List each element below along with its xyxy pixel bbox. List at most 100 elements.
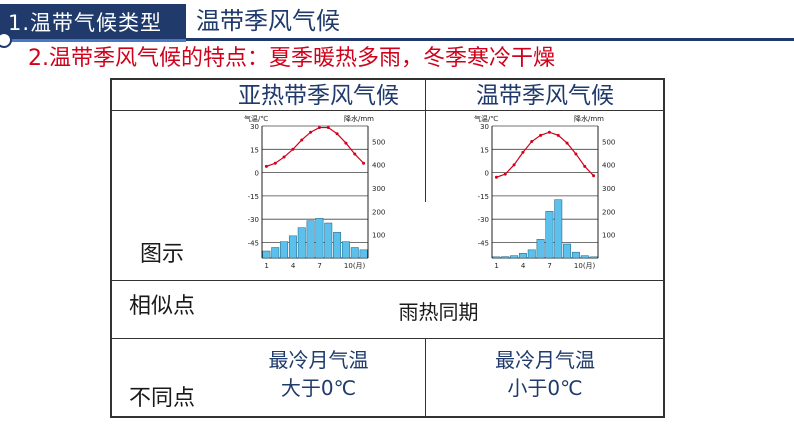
temperature-point bbox=[326, 126, 330, 130]
temperature-point bbox=[344, 141, 348, 145]
precip-bar bbox=[297, 227, 306, 259]
precip-bar bbox=[359, 249, 368, 259]
key-point: 2.温带季风气候的特点：夏季暖热多雨，冬季寒冷干燥 bbox=[28, 46, 555, 71]
x-tick-label: 1 bbox=[264, 262, 268, 270]
temperature-point bbox=[264, 164, 268, 168]
y-axis-label: 气温/℃ bbox=[474, 114, 498, 123]
precip-bar bbox=[280, 241, 289, 259]
precip-bar bbox=[324, 222, 333, 259]
y2-axis-label: 降水/mm bbox=[574, 114, 604, 123]
diff-left: 最冷月气温 大于0℃ bbox=[212, 346, 425, 402]
temperature-point bbox=[309, 130, 313, 134]
y2-tick-label: 300 bbox=[372, 185, 385, 193]
temperature-point bbox=[539, 133, 543, 137]
table-rule bbox=[112, 110, 663, 111]
table-rule bbox=[425, 338, 426, 418]
temperature-line bbox=[266, 126, 365, 167]
temperature-point bbox=[317, 126, 321, 130]
x-tick-label: 1 bbox=[494, 262, 498, 270]
temperature-point bbox=[300, 138, 304, 142]
temperature-point bbox=[362, 161, 366, 165]
diff-right-line1: 最冷月气温 bbox=[495, 348, 595, 372]
y-tick-label: 30 bbox=[250, 123, 259, 131]
precip-bar bbox=[262, 250, 271, 259]
y2-tick-label: 200 bbox=[602, 208, 615, 216]
x-tick-label: 7 bbox=[547, 262, 551, 270]
y-tick-label: 0 bbox=[255, 170, 259, 178]
precip-bar bbox=[545, 211, 554, 259]
precip-bar bbox=[571, 251, 580, 259]
precip-bar bbox=[589, 256, 598, 259]
y2-tick-label: 300 bbox=[602, 185, 615, 193]
x-tick-label: 4 bbox=[521, 262, 526, 270]
y2-tick-label: 500 bbox=[372, 138, 385, 146]
precip-bar bbox=[333, 232, 342, 259]
diff-left-line1: 最冷月气温 bbox=[268, 348, 369, 372]
precip-bar bbox=[341, 241, 350, 259]
temperature-point bbox=[282, 155, 286, 159]
y-tick-label: -30 bbox=[248, 216, 259, 224]
temperature-point bbox=[494, 175, 498, 179]
precip-bar bbox=[350, 247, 359, 259]
y-tick-label: -30 bbox=[478, 216, 489, 224]
temperature-point bbox=[592, 174, 596, 178]
temperature-point bbox=[353, 152, 357, 156]
y-tick-label: -45 bbox=[478, 239, 489, 247]
precip-bar bbox=[536, 239, 545, 259]
table-rule bbox=[112, 338, 663, 339]
x-tick-label: 7 bbox=[317, 262, 321, 270]
precip-bar bbox=[315, 218, 324, 259]
header-rule bbox=[186, 38, 794, 41]
x-tick-label: 10(月) bbox=[344, 262, 366, 270]
y2-tick-label: 400 bbox=[602, 162, 615, 170]
row-label-similar: 相似点 bbox=[128, 294, 195, 319]
y-axis-label: 气温/℃ bbox=[244, 114, 268, 123]
col-head-temperate: 温带季风气候 bbox=[476, 83, 614, 109]
col-head-subtropical: 亚热带季风气候 bbox=[238, 83, 399, 109]
y2-tick-label: 500 bbox=[602, 138, 615, 146]
temperature-point bbox=[503, 172, 507, 176]
precip-bar bbox=[492, 256, 501, 259]
temperature-point bbox=[547, 130, 551, 134]
chart-background bbox=[470, 112, 620, 274]
y-tick-label: -45 bbox=[248, 239, 259, 247]
y2-tick-label: 100 bbox=[372, 232, 385, 240]
temperature-line bbox=[496, 131, 595, 178]
page-title: 温带季风气候 bbox=[196, 7, 340, 35]
y2-tick-label: 400 bbox=[372, 162, 385, 170]
precip-bar bbox=[271, 247, 280, 259]
climate-chart-subtropical: 30 15 0 -15 -30 -45 500 400 300 200 100 气温/℃ 降水/mm 1 4… bbox=[240, 112, 390, 274]
precip-bar bbox=[554, 199, 563, 259]
ring-icon bbox=[0, 32, 12, 48]
precip-bar bbox=[563, 243, 572, 259]
precip-bar bbox=[527, 249, 536, 259]
y2-axis-label: 降水/mm bbox=[344, 114, 374, 123]
temperature-point bbox=[565, 141, 569, 145]
comparison-table bbox=[110, 78, 665, 418]
y-tick-label: -15 bbox=[248, 193, 259, 201]
precip-bar bbox=[580, 255, 589, 259]
diff-right-line2: 小于0℃ bbox=[507, 376, 583, 400]
precip-bar bbox=[501, 256, 510, 259]
precip-bar bbox=[306, 220, 315, 259]
climate-chart-temperate: 30 15 0 -15 -30 -45 500 400 300 200 100 气温/℃ 降水/mm 1 4… bbox=[470, 112, 620, 274]
temperature-point bbox=[521, 150, 525, 154]
y-tick-label: 0 bbox=[485, 170, 489, 178]
y-tick-label: 15 bbox=[480, 146, 489, 154]
y2-tick-label: 100 bbox=[602, 232, 615, 240]
temperature-point bbox=[530, 140, 534, 144]
temperature-point bbox=[512, 163, 516, 167]
temperature-point bbox=[273, 161, 277, 165]
table-rule bbox=[425, 80, 426, 202]
row-label-chart: 图示 bbox=[139, 242, 184, 267]
temperature-point bbox=[291, 147, 295, 151]
y-tick-label: -15 bbox=[478, 193, 489, 201]
x-tick-label: 4 bbox=[291, 262, 296, 270]
temperature-point bbox=[335, 132, 339, 136]
precip-bar bbox=[510, 255, 519, 259]
y-tick-label: 15 bbox=[250, 146, 259, 154]
temperature-point bbox=[556, 133, 560, 137]
section-tag: 1.温带气候类型 bbox=[0, 4, 186, 42]
precip-bar bbox=[288, 235, 297, 259]
table-rule bbox=[112, 280, 663, 281]
